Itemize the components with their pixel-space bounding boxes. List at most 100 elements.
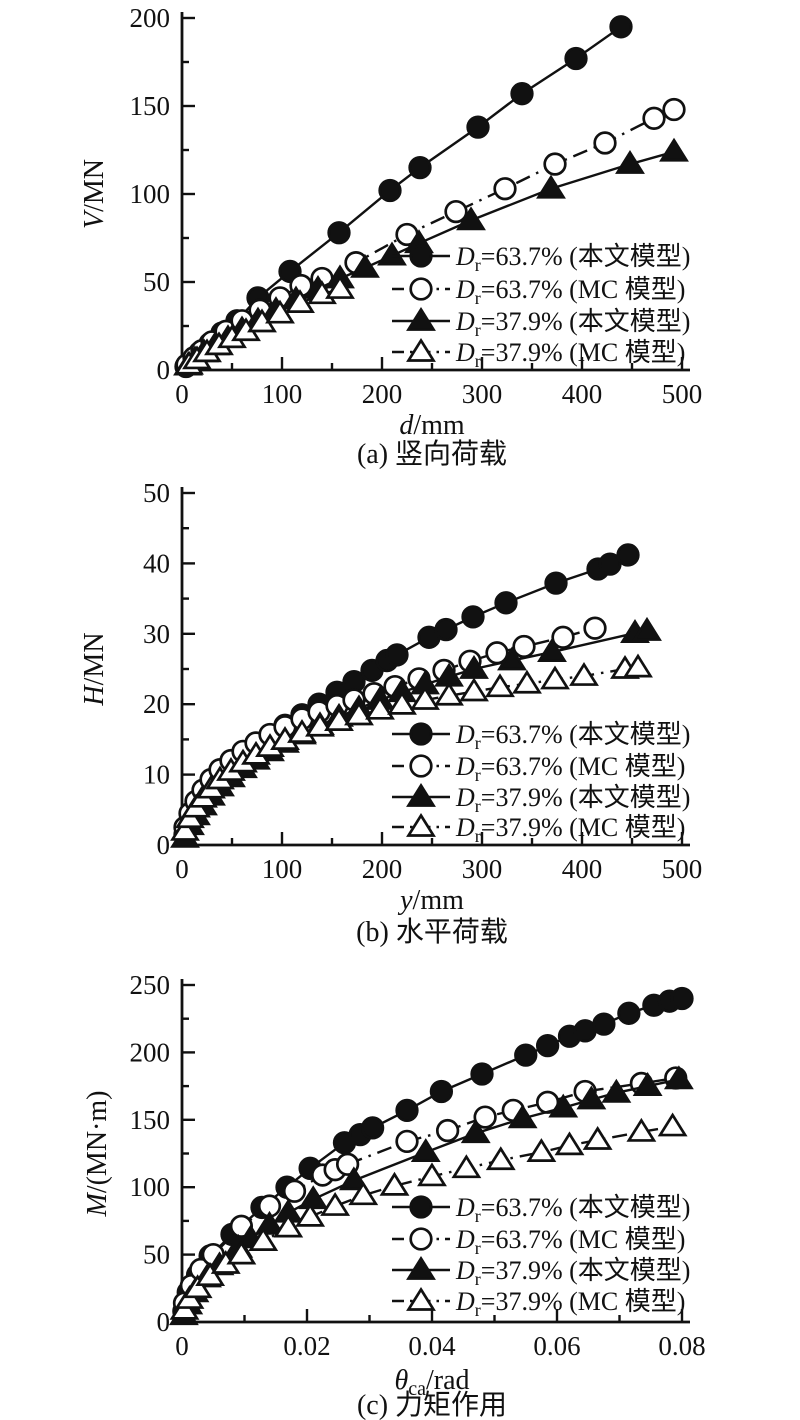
- data-point-Dr-37.9-MC: [526, 1138, 557, 1163]
- data-point-Dr-63.7-MC: [662, 97, 686, 122]
- data-point-Dr-63.7-MC: [473, 1105, 497, 1129]
- data-point-Dr-37.9-benwen: [410, 1138, 441, 1163]
- chart-caption: (a) 竖向荷载: [357, 438, 507, 470]
- data-point-Dr-37.9-MC: [320, 1192, 351, 1216]
- data-point-Dr-63.7-MC: [642, 106, 666, 130]
- data-point-Dr-37.9-benwen: [460, 1119, 491, 1144]
- legend-marker-Dr-37.9-benwen: [406, 782, 436, 807]
- data-point-Dr-37.9-benwen: [338, 1166, 369, 1191]
- y-tick-label: 20: [143, 689, 170, 719]
- data-point-Dr-63.7-benwen: [544, 571, 568, 595]
- data-point-Dr-63.7-MC: [512, 634, 536, 659]
- data-point-Dr-37.9-benwen: [601, 1078, 632, 1103]
- x-tick-label: 0.08: [658, 1331, 705, 1361]
- legend-marker-Dr-37.9-MC: [406, 337, 436, 362]
- data-point-Dr-63.7-benwen: [360, 1116, 385, 1140]
- data-point-Dr-37.9-benwen: [615, 150, 645, 174]
- y-axis-title: M/(MN·m): [82, 1091, 113, 1218]
- data-point-Dr-37.9-MC: [226, 1240, 257, 1265]
- x-tick-label: 300: [462, 854, 503, 884]
- y-tick-label: 40: [143, 548, 170, 578]
- data-point-Dr-63.7-benwen: [592, 1012, 616, 1036]
- data-point-Dr-63.7-MC: [593, 131, 617, 155]
- legend-label-Dr-63.7-benwen: Dr=63.7% (本文模型): [455, 720, 690, 753]
- y-tick-label: 100: [130, 1172, 171, 1202]
- y-tick-label: 10: [143, 760, 170, 790]
- data-point-Dr-63.7-benwen: [429, 1079, 454, 1104]
- data-point-Dr-37.9-benwen: [350, 253, 380, 278]
- x-tick-label: 0.02: [283, 1331, 330, 1361]
- data-point-Dr-63.7-benwen: [395, 1098, 419, 1123]
- data-point-Dr-37.9-benwen: [507, 1104, 538, 1129]
- data-point-Dr-37.9-MC: [344, 701, 374, 726]
- legend-label-Dr-37.9-benwen: Dr=37.9% (本文模型): [455, 307, 690, 340]
- x-tick-label: 0.06: [533, 1331, 580, 1361]
- data-point-Dr-37.9-MC: [569, 661, 599, 686]
- data-point-Dr-63.7-benwen: [494, 591, 518, 615]
- y-tick-label: 200: [130, 1037, 171, 1067]
- y-tick-label: 0: [157, 1307, 171, 1337]
- chart-caption: (c) 力矩作用: [357, 1389, 507, 1420]
- chart-panel-a: 0 100 200 300 400 500 0 50 100 150 200 Dr=63.7% (本文…: [79, 3, 702, 470]
- data-point-Dr-63.7-MC: [583, 616, 607, 640]
- chart-panel-b: 0 100 200 300 400 500 0 10 20 30 40 50 Dr=63.7% (本文模…: [79, 478, 702, 948]
- data-point-Dr-37.9-MC: [451, 1154, 482, 1179]
- legend-marker-Dr-37.9-benwen: [406, 306, 436, 331]
- data-point-Dr-37.9-MC: [379, 1171, 410, 1196]
- data-point-Dr-37.9-MC: [295, 1202, 326, 1227]
- legend-marker-Dr-63.7-benwen: [409, 1195, 433, 1219]
- x-tick-label: 0: [175, 1331, 189, 1361]
- data-point-Dr-37.9-MC: [325, 274, 355, 299]
- data-point-Dr-37.9-MC: [485, 673, 515, 698]
- y-tick-label: 50: [143, 267, 170, 297]
- data-point-Dr-37.9-MC: [512, 669, 542, 694]
- data-point-Dr-37.9-benwen: [537, 638, 567, 662]
- x-tick-label: 100: [262, 379, 303, 409]
- data-point-Dr-37.9-MC: [273, 1213, 304, 1238]
- data-point-Dr-37.9-MC: [623, 653, 653, 678]
- data-point-Dr-37.9-MC: [485, 1146, 516, 1171]
- y-tick-label: 250: [130, 970, 171, 1000]
- data-point-Dr-63.7-benwen: [514, 1043, 538, 1067]
- data-point-Dr-63.7-benwen: [385, 643, 409, 667]
- data-point-Dr-37.9-benwen: [536, 174, 566, 199]
- legend-marker-Dr-63.7-benwen: [409, 244, 433, 268]
- data-point-Dr-63.7-benwen: [535, 1034, 560, 1058]
- data-point-Dr-37.9-benwen: [663, 1065, 694, 1090]
- data-point-Dr-37.9-MC: [365, 695, 395, 720]
- y-tick-label: 0: [157, 830, 171, 860]
- data-point-Dr-37.9-MC: [554, 1131, 585, 1156]
- data-point-Dr-63.7-benwen: [616, 543, 640, 567]
- data-point-Dr-63.7-benwen: [470, 1062, 494, 1086]
- data-point-Dr-37.9-benwen: [576, 1085, 607, 1110]
- data-point-Dr-37.9-benwen: [456, 206, 486, 231]
- y-axis-title: H/MN: [79, 632, 110, 706]
- data-point-Dr-63.7-MC: [551, 625, 575, 649]
- legend-label-Dr-37.9-MC: Dr=37.9% (MC 模型): [455, 338, 685, 371]
- y-tick-label: 30: [143, 619, 170, 649]
- data-point-Dr-37.9-MC: [434, 681, 464, 706]
- legend-marker-Dr-63.7-MC: [409, 277, 433, 301]
- data-point-Dr-37.9-MC: [540, 665, 570, 690]
- x-tick-label: 300: [462, 379, 503, 409]
- x-tick-label: 400: [562, 854, 603, 884]
- data-point-Dr-37.9-benwen: [632, 616, 662, 641]
- data-point-Dr-37.9-MC: [657, 1112, 688, 1137]
- data-point-Dr-63.7-benwen: [378, 178, 402, 203]
- legend-label-Dr-63.7-benwen: Dr=63.7% (本文模型): [455, 242, 690, 275]
- data-point-Dr-63.7-MC: [435, 1118, 460, 1143]
- data-point-Dr-63.7-MC: [395, 1129, 419, 1154]
- legend-marker-Dr-63.7-MC: [409, 1227, 433, 1251]
- legend-label-Dr-37.9-MC: Dr=37.9% (MC 模型): [455, 1287, 685, 1320]
- legend-label-Dr-63.7-MC: Dr=63.7% (MC 模型): [455, 752, 685, 785]
- x-tick-label: 200: [362, 854, 403, 884]
- data-point-Dr-37.9-benwen: [377, 241, 407, 266]
- chart-panel-c: 0 0.02 0.04 0.06 0.08 0 50 100 150 200 250 Dr=63.7%…: [82, 970, 706, 1420]
- legend-marker-Dr-37.9-MC: [406, 812, 436, 837]
- data-point-Dr-37.9-MC: [170, 816, 200, 841]
- data-point-Dr-63.7-MC: [493, 177, 517, 201]
- x-axis-title: θca/rad: [394, 1365, 469, 1400]
- x-tick-label: 100: [262, 854, 303, 884]
- data-point-Dr-37.9-MC: [582, 1125, 613, 1150]
